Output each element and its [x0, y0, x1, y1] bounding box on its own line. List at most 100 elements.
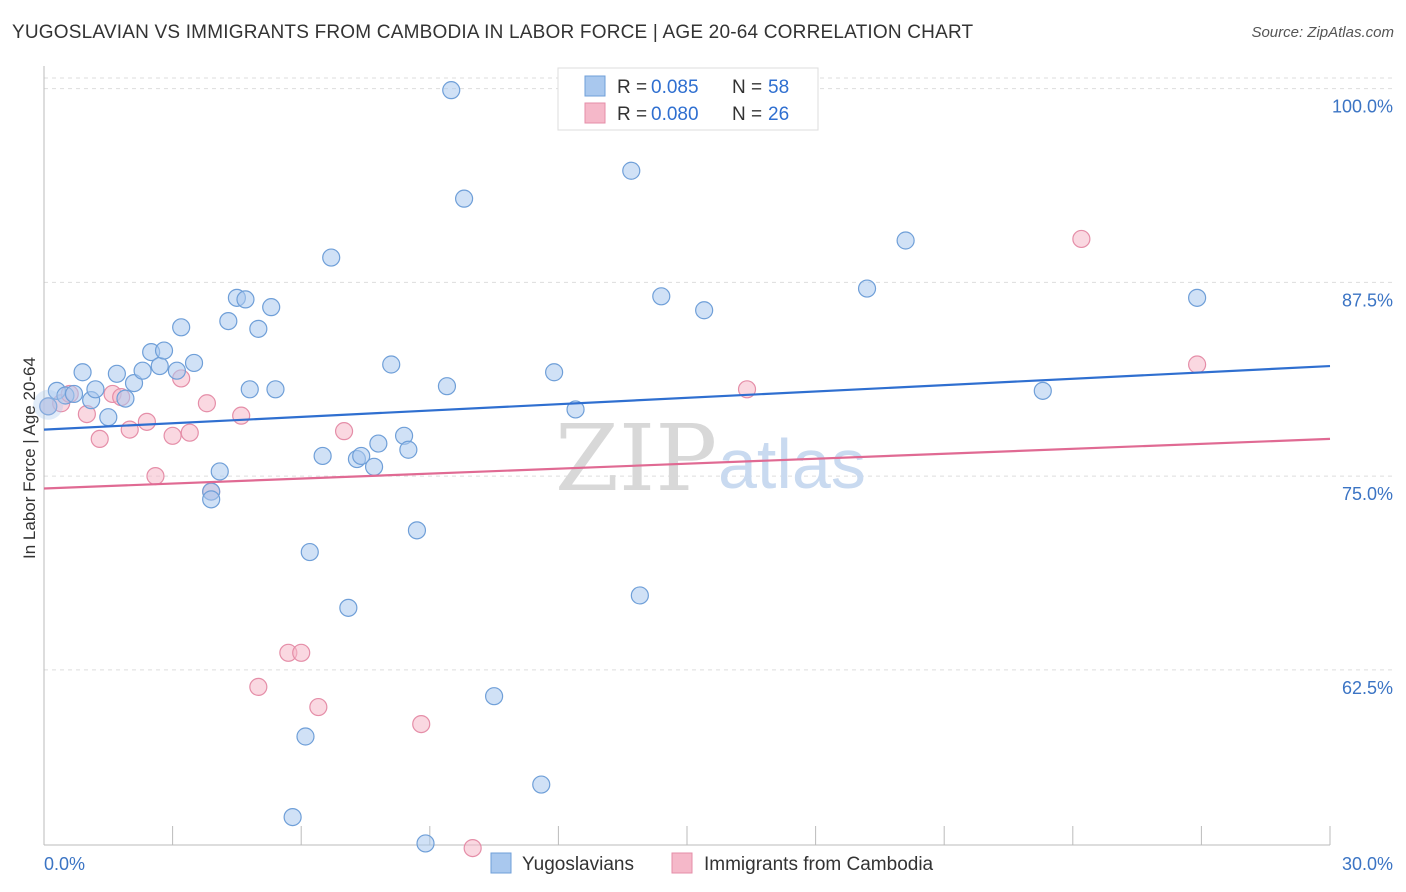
yugoslavian-point: [99, 408, 118, 427]
y-axis-label: In Labor Force | Age 20-64: [20, 357, 39, 559]
legend-n-label-1: N =: [732, 77, 762, 98]
watermark-zip: ZIP: [555, 405, 717, 512]
trend-lines: [43, 364, 1331, 490]
legend-box: R = 0.085 N = 58 R = 0.080 N = 26: [557, 67, 819, 131]
legend-n-value-1: 58: [768, 77, 789, 98]
bottom-legend-swatch-yugoslavians: [490, 852, 512, 874]
yugoslavian-point: [1033, 381, 1052, 400]
yugoslavian-point: [652, 287, 671, 306]
bottom-legend-swatch-cambodia: [671, 852, 693, 874]
cambodia-point: [309, 697, 328, 717]
y-tick-label: 75.0%: [1342, 484, 1393, 504]
yugoslavian-point: [364, 457, 384, 476]
cambodia-point: [292, 643, 311, 662]
legend-n-value-2: 26: [768, 104, 789, 125]
yugoslavian-point: [86, 380, 105, 399]
cambodia-point: [334, 422, 354, 441]
bottom-legend-yugoslavians: Yugoslavians: [522, 854, 634, 875]
cambodia-point: [197, 394, 216, 413]
cluster-blob: [33, 389, 64, 420]
yugoslavian-point: [485, 687, 504, 706]
yugoslavian-point: [116, 389, 135, 408]
yugoslavian-point: [339, 598, 358, 617]
x-tick-labels: 0.0% 30.0%: [44, 854, 1393, 874]
yugoslavian-points: [33, 81, 1207, 853]
legend-r-value-1: 0.085: [651, 77, 699, 98]
yugoslavian-point: [545, 363, 564, 382]
yugoslavian-point: [1188, 288, 1207, 307]
yugoslavian-point: [236, 290, 255, 309]
yugoslavian-point: [184, 353, 204, 373]
yugoslavian-point: [622, 161, 641, 180]
yugoslavian-point: [313, 446, 332, 466]
legend-n-label-2: N =: [732, 104, 762, 125]
bottom-legend-cambodia: Immigrants from Cambodia: [704, 854, 934, 875]
cambodia-point: [137, 412, 156, 431]
yugoslavian-point: [202, 490, 221, 509]
y-tick-label: 62.5%: [1342, 678, 1393, 698]
cambodia-points: [39, 229, 1207, 858]
yugoslavian-point: [322, 248, 341, 267]
watermark-atlas: atlas: [718, 425, 866, 503]
yugoslavian-point: [352, 446, 371, 466]
yugoslavian-point: [416, 834, 435, 853]
y-tick-labels: 62.5% 75.0% 87.5% 100.0%: [1332, 97, 1393, 698]
cambodia-point: [232, 406, 251, 425]
y-tick-label: 100.0%: [1332, 97, 1393, 117]
yugoslavian-point: [566, 400, 585, 419]
x-tick-max: 30.0%: [1342, 854, 1393, 874]
yugoslavian-point: [249, 319, 268, 338]
yugoslavian-point: [262, 298, 281, 317]
yugoslavian-point: [300, 542, 319, 562]
legend-r-label-1: R =: [617, 77, 647, 98]
cambodia-point: [463, 838, 482, 858]
yugoslavian-point: [399, 440, 418, 459]
yugoslavian-point: [896, 231, 915, 250]
yugoslavian-point: [39, 397, 58, 416]
yugoslavian-point: [454, 189, 474, 208]
axes: [43, 66, 1331, 846]
chart-title: YUGOSLAVIAN VS IMMIGRANTS FROM CAMBODIA …: [12, 22, 974, 43]
legend-swatch-yugoslavians: [584, 75, 606, 97]
cambodia-point: [1072, 229, 1091, 249]
yugoslavian-point: [296, 727, 315, 746]
yugoslavian-point: [407, 521, 427, 540]
yugoslavian-point: [124, 374, 144, 393]
yugoslavian-point: [64, 384, 84, 404]
yugoslavian-point: [210, 462, 229, 481]
legend-r-label-2: R =: [617, 104, 647, 125]
yugoslavian-point: [150, 356, 169, 376]
cambodia-point: [249, 677, 268, 697]
yugoslavian-point: [167, 361, 186, 380]
yugoslavian-point: [133, 361, 152, 380]
yugoslavian-point: [107, 364, 126, 383]
legend-r-value-2: 0.080: [651, 104, 699, 125]
yugoslavian-point: [695, 301, 714, 320]
cambodia-point: [163, 426, 182, 445]
yugoslavian-point: [154, 341, 174, 360]
yugoslavian-point: [442, 81, 461, 100]
source-credit: Source: ZipAtlas.com: [1251, 24, 1394, 41]
cambodia-point: [120, 420, 139, 439]
yugoslavian-point: [437, 377, 457, 396]
cambodia-point: [412, 714, 431, 734]
yugoslavian-point: [266, 380, 285, 399]
yugoslavian-point: [630, 586, 649, 605]
cambodia-point: [146, 467, 165, 486]
yugoslavian-point: [73, 363, 92, 382]
yugoslavian-point: [219, 312, 238, 331]
yugoslavian-point: [172, 318, 191, 337]
cambodia-point: [90, 429, 109, 448]
watermark: ZIP atlas: [555, 405, 866, 512]
yugoslavian-point: [532, 775, 551, 794]
yugoslavian-point: [283, 807, 302, 827]
trend-line-cambodia: [43, 437, 1331, 490]
yugoslavian-point: [369, 434, 388, 453]
trend-line-yugoslavians: [43, 364, 1331, 431]
y-tick-label: 87.5%: [1342, 290, 1393, 310]
yugoslavian-point: [240, 380, 259, 399]
legend-swatch-cambodia: [584, 102, 606, 124]
x-tick-min: 0.0%: [44, 854, 85, 874]
yugoslavian-point: [382, 355, 401, 374]
